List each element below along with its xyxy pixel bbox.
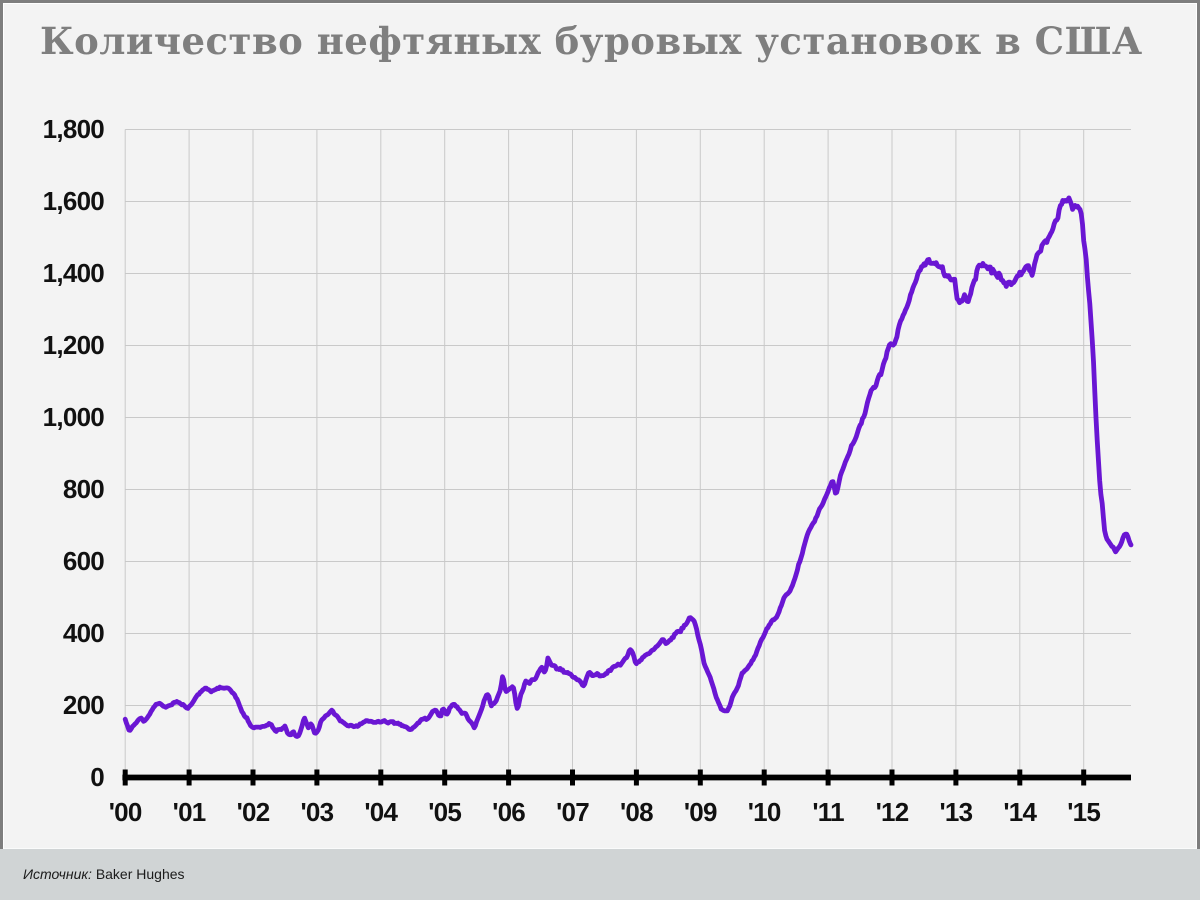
x-axis — [122, 769, 1131, 786]
x-tick-label: '09 — [683, 797, 718, 827]
source-footer: Источник: Baker Hughes — [0, 849, 1200, 900]
x-tick-label: '00 — [108, 797, 143, 827]
source-line: Источник: Baker Hughes — [23, 866, 185, 882]
chart-panel: 0 200 400 600 800 1,000 1,200 1,400 1,600 1,800 '… — [0, 0, 1200, 849]
source-value: Baker Hughes — [95, 866, 185, 882]
y-tick-label: 1,600 — [42, 186, 105, 216]
x-tick-label: '02 — [236, 797, 271, 827]
x-tick-label: '08 — [619, 797, 654, 827]
y-tick-label: 0 — [90, 762, 104, 792]
y-tick-label: 800 — [62, 474, 105, 504]
rig-count-chart — [122, 129, 1134, 786]
x-tick-label: '10 — [747, 797, 782, 827]
y-tick-label: 600 — [62, 546, 105, 576]
x-tick-label: '13 — [939, 797, 973, 827]
y-tick-label: 1,000 — [42, 402, 105, 432]
x-tick-label: '06 — [492, 797, 526, 827]
x-tick-label: '14 — [1003, 797, 1037, 827]
y-tick-label: 400 — [62, 618, 105, 648]
x-tick-label: '05 — [428, 797, 462, 827]
rig-count-line — [122, 195, 1134, 739]
y-tick-label: 1,400 — [42, 258, 105, 288]
x-tick-label: '04 — [364, 797, 398, 827]
source-label: Источник: — [23, 866, 92, 882]
x-tick-label: '12 — [875, 797, 910, 827]
x-tick-label: '03 — [300, 797, 334, 827]
x-tick-label: '07 — [556, 797, 590, 827]
x-tick-label: '15 — [1067, 797, 1101, 827]
y-tick-label: 1,200 — [42, 330, 105, 360]
x-tick-label: '01 — [172, 797, 207, 827]
chart-title: Количество нефтяных буровых установок в … — [40, 19, 1143, 63]
y-tick-label: 1,800 — [42, 114, 105, 144]
y-tick-label: 200 — [62, 690, 105, 720]
x-tick-label: '11 — [812, 797, 844, 827]
grid-lines — [124, 129, 1131, 778]
